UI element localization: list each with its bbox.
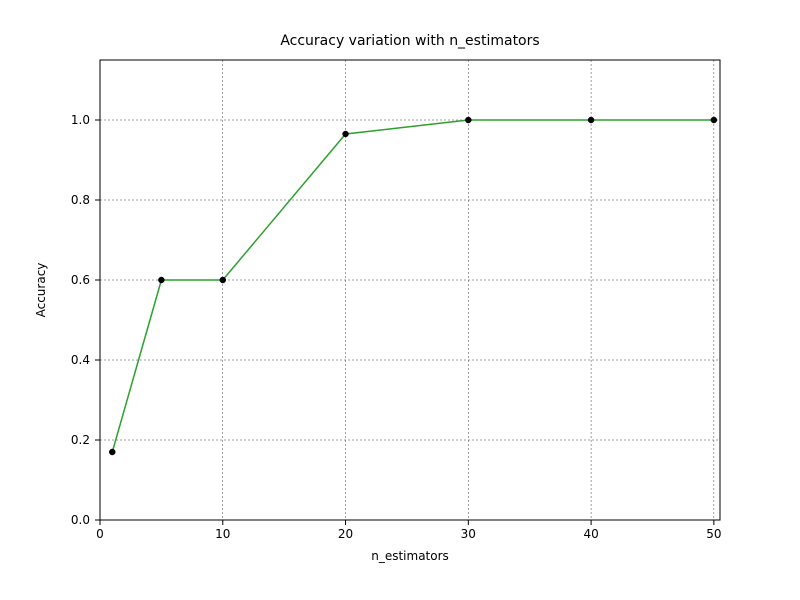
x-tick-label: 50 [706,527,721,541]
figure: 0 10 20 30 40 50 0.0 0.2 0.4 0.6 0.8 1.0 n_estimator… [0,0,800,600]
line-chart: 0 10 20 30 40 50 0.0 0.2 0.4 0.6 0.8 1.0 n_estimator… [0,0,800,600]
data-marker [343,131,349,137]
data-marker [220,277,226,283]
data-marker [588,117,594,123]
x-axis-label: n_estimators [371,549,449,563]
y-tick-label: 0.8 [71,193,90,207]
data-marker [109,449,115,455]
plot-bg [100,60,720,520]
y-tick-label: 0.6 [71,273,90,287]
y-axis-label: Accuracy [34,263,48,318]
y-tick-label: 0.0 [71,513,90,527]
x-tick-label: 20 [338,527,353,541]
data-marker [158,277,164,283]
y-tick-label: 0.2 [71,433,90,447]
x-tick-label: 30 [461,527,476,541]
x-tick-label: 10 [215,527,230,541]
x-tick-label: 40 [583,527,598,541]
data-marker [711,117,717,123]
x-tick-label: 0 [96,527,104,541]
y-tick-label: 1.0 [71,113,90,127]
data-marker [465,117,471,123]
y-tick-label: 0.4 [71,353,90,367]
chart-title: Accuracy variation with n_estimators [280,33,539,49]
